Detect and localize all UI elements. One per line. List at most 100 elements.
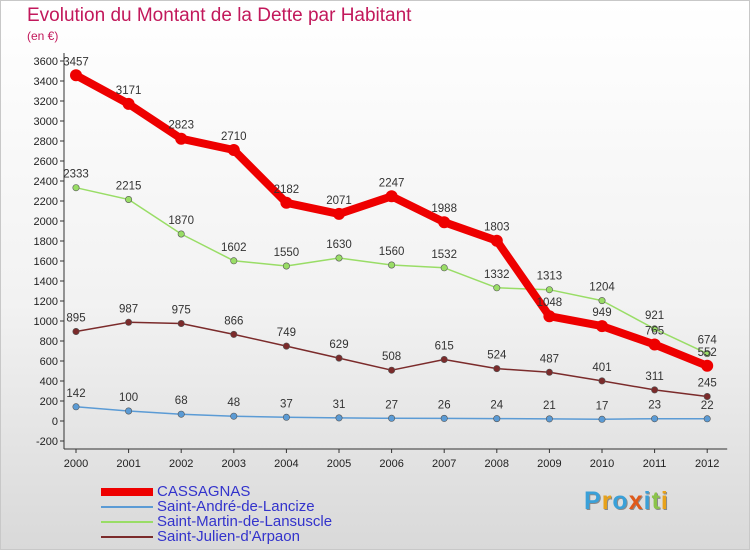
data-label: 2333 [63, 169, 89, 181]
data-label: 68 [175, 395, 188, 407]
data-label: 895 [66, 313, 85, 325]
x-tick-label: 2008 [485, 458, 509, 470]
data-label: 524 [487, 350, 507, 362]
data-label: 975 [172, 305, 191, 317]
data-label: 674 [698, 335, 718, 347]
data-point [651, 386, 659, 394]
legend-item: CASSAGNAS [101, 483, 401, 500]
data-point [703, 392, 711, 400]
x-tick-label: 2004 [274, 458, 298, 470]
x-tick-label: 2005 [327, 458, 351, 470]
y-tick-label: 400 [40, 376, 58, 388]
data-point [280, 196, 293, 209]
x-tick-label: 2012 [695, 458, 719, 470]
legend-label: Saint-André-de-Lancize [157, 498, 315, 515]
data-label: 629 [329, 339, 348, 351]
data-point [227, 144, 240, 156]
data-label: 21 [543, 400, 556, 412]
data-label: 48 [227, 397, 240, 409]
x-tick-label: 2007 [432, 458, 456, 470]
x-tick-label: 2002 [169, 458, 193, 470]
data-label: 1630 [326, 239, 352, 251]
data-label: 37 [280, 398, 293, 410]
unit-label: (en €) [27, 29, 59, 43]
data-point [282, 413, 290, 421]
legend-item: Saint-Julien-d'Arpaon [101, 528, 401, 545]
data-label: 1048 [537, 297, 563, 309]
data-label: 142 [66, 388, 85, 400]
data-point [333, 207, 345, 220]
legend-item: Saint-Martin-de-Lansuscle [101, 514, 401, 530]
data-point [125, 196, 133, 204]
data-point [72, 403, 80, 411]
data-label: 949 [592, 307, 611, 319]
x-tick-label: 2000 [64, 458, 88, 470]
data-point [388, 366, 396, 374]
legend-label: Saint-Julien-d'Arpaon [157, 528, 300, 545]
data-point [438, 216, 451, 229]
y-tick-label: -200 [36, 436, 58, 448]
data-point [596, 320, 608, 333]
y-tick-label: 1400 [34, 276, 58, 288]
x-tick-label: 2003 [222, 458, 246, 470]
data-point [230, 412, 238, 420]
data-label: 24 [490, 400, 503, 412]
data-point [598, 297, 606, 305]
data-label: 1532 [431, 249, 457, 261]
data-point [651, 325, 659, 333]
data-label: 921 [645, 310, 664, 322]
data-label: 1550 [274, 247, 300, 259]
y-tick-label: 600 [40, 356, 58, 368]
data-point [177, 319, 185, 327]
legend-swatch [101, 536, 153, 538]
data-point [385, 190, 398, 203]
legend-label: CASSAGNAS [157, 483, 251, 500]
data-point [545, 286, 553, 294]
legend-item: Saint-André-de-Lancize [101, 498, 401, 515]
y-tick-label: 800 [40, 336, 58, 348]
data-label: 17 [596, 400, 609, 412]
data-point [282, 342, 290, 350]
x-tick-label: 2009 [537, 458, 561, 470]
data-point [177, 410, 185, 418]
data-label: 552 [698, 347, 717, 359]
y-tick-label: 1000 [34, 316, 58, 328]
data-point [70, 69, 82, 82]
data-label: 26 [438, 399, 451, 411]
y-tick-label: 2600 [34, 156, 58, 168]
data-point [545, 368, 553, 376]
data-label: 615 [435, 341, 454, 353]
data-label: 1870 [168, 215, 194, 227]
data-label: 1204 [589, 282, 615, 294]
data-point [177, 230, 185, 238]
data-label: 2247 [379, 177, 405, 189]
data-label: 311 [645, 371, 663, 383]
data-label: 1313 [537, 271, 563, 283]
data-point [545, 415, 553, 423]
y-tick-label: 2400 [34, 176, 58, 188]
data-point [493, 415, 501, 423]
data-label: 2071 [326, 195, 352, 207]
data-label: 23 [648, 400, 661, 412]
data-point [335, 414, 343, 422]
y-tick-label: 1200 [34, 296, 58, 308]
data-point [490, 234, 503, 247]
data-label: 1602 [221, 242, 247, 254]
legend-swatch [101, 488, 153, 496]
data-point [125, 318, 133, 326]
data-point [388, 261, 396, 269]
data-label: 866 [224, 315, 243, 327]
data-label: 487 [540, 353, 559, 365]
x-tick-label: 2011 [643, 458, 667, 470]
y-tick-label: 0 [52, 416, 58, 428]
data-point [648, 338, 661, 351]
data-label: 245 [698, 378, 717, 390]
chart-title: Evolution du Montant de la Dette par Hab… [27, 5, 412, 26]
y-tick-label: 3200 [34, 96, 58, 108]
y-tick-label: 2800 [34, 136, 58, 148]
data-point [335, 354, 343, 362]
data-point [598, 377, 606, 385]
legend-swatch [101, 521, 153, 523]
